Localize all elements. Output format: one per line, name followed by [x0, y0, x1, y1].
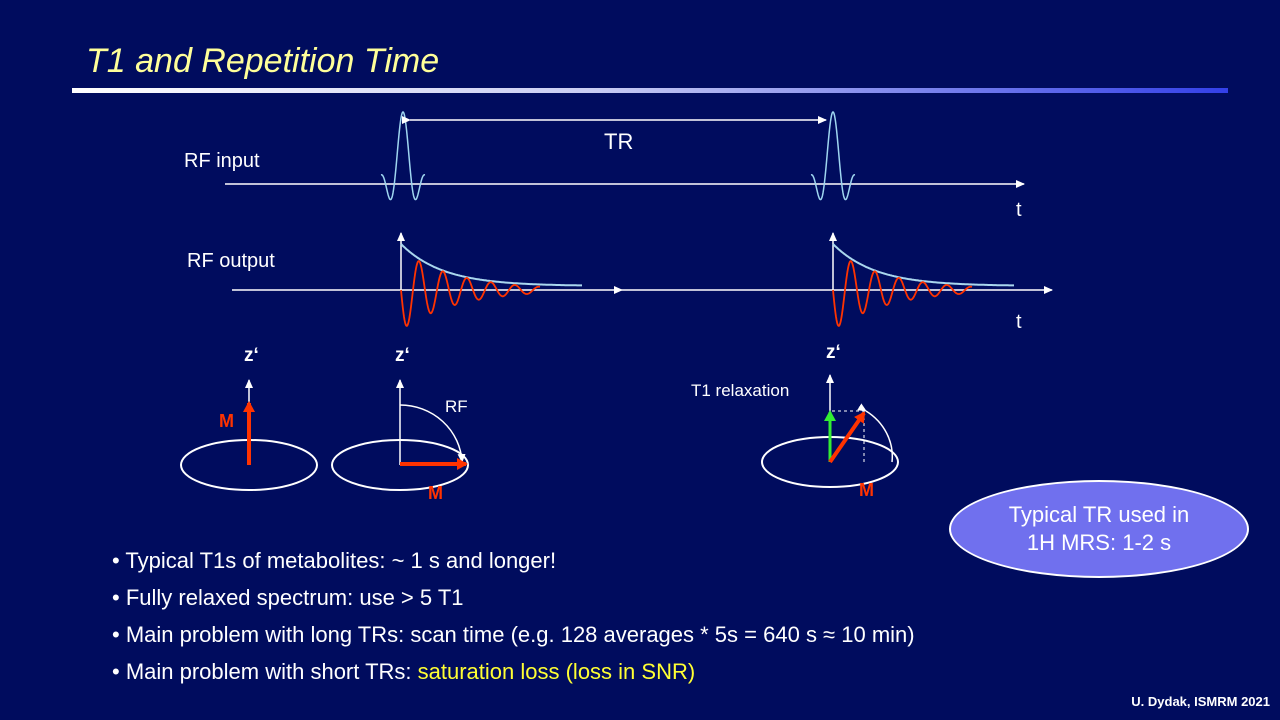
magnetization-label-2: M	[428, 483, 443, 503]
bullet-text: Main problem with long TRs: scan time (e…	[125, 622, 915, 647]
bullet-text: Typical T1s of metabolites: ~ 1 s and lo…	[125, 548, 557, 573]
z-axis-label-2: z‘	[395, 345, 410, 366]
slide-title: T1 and Repetition Time	[86, 42, 440, 80]
rf-pulse-2	[810, 111, 856, 201]
typical-tr-callout: Typical TR used in 1H MRS: 1-2 s	[949, 480, 1249, 578]
rf-pulse-1	[380, 111, 426, 201]
bullet-text: Main problem with short TRs:	[125, 659, 418, 684]
bullet-list: • Typical T1s of metabolites: ~ 1 s and …	[112, 542, 915, 690]
rf-output-label: RF output	[187, 250, 275, 272]
bullet-item: • Typical T1s of metabolites: ~ 1 s and …	[112, 548, 557, 573]
tr-label: TR	[604, 129, 634, 154]
fid-signal-1	[400, 260, 541, 327]
bullet-text: Fully relaxed spectrum: use > 5 T1	[125, 585, 464, 610]
fid-envelope-2	[832, 243, 1014, 287]
slide-credit: U. Dydak, ISMRM 2021	[1131, 694, 1270, 709]
rf-flip-arc	[399, 404, 466, 463]
t1-relaxation-label: T1 relaxation	[691, 381, 790, 400]
magnetization-vector-3	[828, 411, 866, 464]
relaxation-arc	[857, 403, 894, 463]
fid-signal-2	[832, 260, 973, 327]
title-underline	[72, 88, 1228, 93]
rf-input-label: RF input	[184, 150, 260, 172]
bullet-highlight: saturation loss (loss in SNR)	[417, 659, 696, 684]
magnetization-label-3: M	[859, 480, 874, 500]
callout-line-1: Typical TR used in	[1008, 502, 1190, 527]
z-axis-label-1: z‘	[244, 345, 259, 366]
time-axis-label-2: t	[1016, 311, 1022, 333]
magnetization-label-1: M	[219, 411, 234, 431]
fid-envelope-1	[400, 243, 582, 287]
bullet-item: • Main problem with short TRs: saturatio…	[112, 659, 696, 684]
bullet-item: • Main problem with long TRs: scan time …	[112, 622, 915, 647]
z-axis-label-3: z‘	[826, 342, 841, 363]
rf-flip-label: RF	[445, 397, 468, 416]
time-axis-label-1: t	[1016, 199, 1022, 221]
callout-line-2: 1H MRS: 1-2 s	[1026, 530, 1172, 555]
bullet-item: • Fully relaxed spectrum: use > 5 T1	[112, 585, 464, 610]
